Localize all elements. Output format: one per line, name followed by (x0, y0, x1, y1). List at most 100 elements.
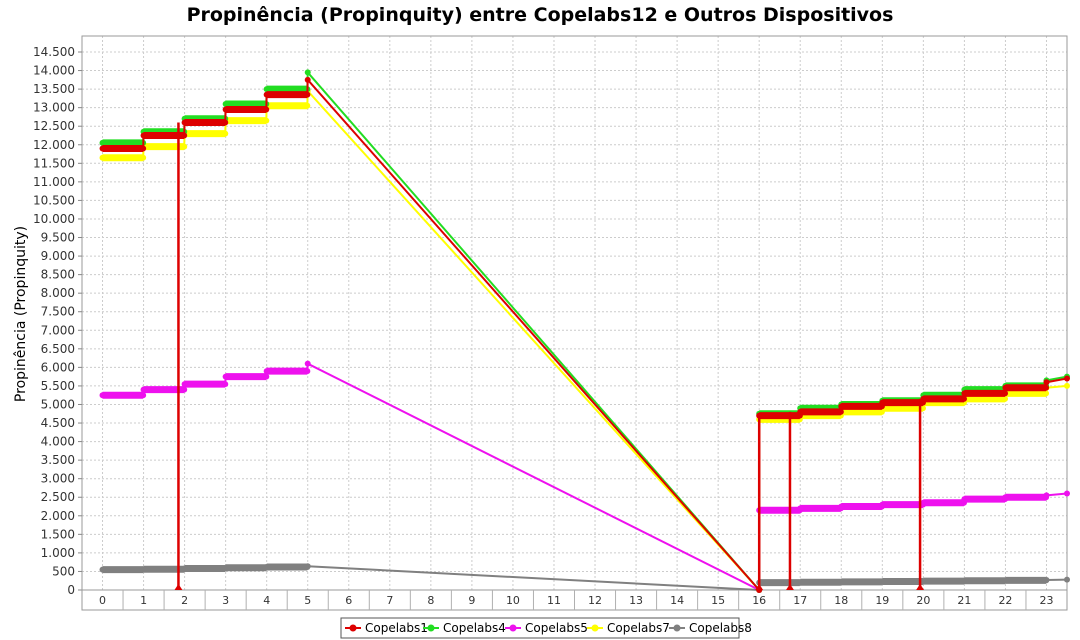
data-point (140, 392, 147, 399)
y-axis: 0 500 1.000 1.500 2.000 2.500 3.000 3.500 4.000 4… (33, 45, 82, 597)
y-tick-label: 12.000 (33, 138, 75, 152)
y-tick-label: 6.000 (41, 360, 75, 374)
data-point (304, 368, 311, 375)
data-point (1002, 390, 1009, 397)
x-tick-label: 19 (875, 594, 889, 607)
y-axis-label: Propinência (Propinquity) (13, 226, 29, 402)
legend-label: Copelabs4 (443, 621, 506, 635)
y-tick-label: 2.000 (41, 509, 75, 523)
y-tick-label: 1.000 (41, 546, 75, 560)
x-tick-label: 0 (99, 594, 106, 607)
data-point (304, 69, 311, 76)
data-point (837, 408, 844, 415)
legend-label: Copelabs1 (365, 621, 428, 635)
y-tick-label: 5.000 (41, 397, 75, 411)
data-point (263, 368, 270, 375)
data-point (961, 577, 968, 584)
series-lines (99, 69, 1070, 593)
y-tick-label: 10.000 (33, 212, 75, 226)
x-tick-label: 21 (957, 594, 971, 607)
data-point (140, 154, 147, 161)
y-tick-label: 7.500 (41, 305, 75, 319)
data-point (961, 390, 968, 397)
data-point (920, 499, 927, 506)
data-point (263, 106, 270, 113)
y-tick-label: 6.500 (41, 342, 75, 356)
data-point (181, 565, 188, 572)
data-point (140, 145, 147, 152)
y-tick-label: 0 (67, 583, 75, 597)
data-point (879, 501, 886, 508)
data-point (879, 399, 886, 406)
y-tick-label: 3.000 (41, 472, 75, 486)
legend-box (340, 617, 740, 639)
series-segment (307, 565, 760, 591)
data-point (879, 578, 886, 585)
series-segment (1046, 377, 1068, 384)
x-tick-label: 12 (588, 594, 602, 607)
x-tick-label: 15 (711, 594, 725, 607)
data-point (222, 100, 229, 107)
data-point (263, 373, 270, 380)
x-tick-label: 1 (140, 594, 147, 607)
data-point (838, 403, 845, 410)
y-tick-label: 13.000 (33, 101, 75, 115)
data-point (181, 119, 188, 126)
data-point (99, 145, 106, 152)
data-point (181, 381, 188, 388)
data-point (263, 563, 270, 570)
y-tick-label: 12.500 (33, 119, 75, 133)
x-axis: 0 1 2 3 4 5 6 7 8 9 10 11 12 13 14 15 16 17 18 19 20 21 22 23 (81, 589, 1068, 611)
chart-title: Propinência (Propinquity) entre Copelabs… (187, 4, 894, 26)
data-point (263, 86, 270, 93)
x-tick-label: 4 (263, 594, 270, 607)
data-point (1002, 494, 1009, 501)
data-point (838, 503, 845, 510)
data-point (140, 566, 147, 573)
y-tick-label: 8.000 (41, 286, 75, 300)
legend-marker (427, 624, 435, 632)
data-point (1043, 390, 1050, 397)
x-tick-label: 20 (916, 594, 930, 607)
y-tick-label: 14.000 (33, 64, 75, 78)
data-point (920, 395, 927, 402)
legend: Copelabs1 Copelabs4 Copelabs5 Copelabs7 Cope… (340, 617, 752, 639)
y-tick-label: 14.500 (33, 45, 75, 59)
y-tick-label: 2.500 (41, 490, 75, 504)
x-tick-label: 18 (834, 594, 848, 607)
data-point (961, 496, 968, 503)
series-segment (1046, 492, 1068, 497)
data-point (1064, 490, 1070, 497)
x-tick-label: 10 (506, 594, 520, 607)
data-point (222, 564, 229, 571)
y-tick-label: 11.000 (33, 175, 75, 189)
y-tick-label: 7.000 (41, 323, 75, 337)
y-tick-label: 11.500 (33, 156, 75, 170)
data-point (304, 91, 311, 98)
y-tick-label: 9.500 (41, 231, 75, 245)
data-point (1002, 395, 1009, 402)
data-point (181, 386, 188, 393)
data-point (1064, 576, 1070, 583)
y-tick-label: 10.500 (33, 193, 75, 207)
x-tick-label: 17 (793, 594, 807, 607)
x-tick-label: 5 (304, 594, 311, 607)
y-tick-label: 4.500 (41, 416, 75, 430)
legend-label: Copelabs8 (689, 621, 752, 635)
x-tick-label: 9 (468, 594, 475, 607)
grid (82, 36, 1067, 591)
data-point (140, 386, 147, 393)
data-point (920, 578, 927, 585)
data-point (1002, 577, 1009, 584)
y-tick-label: 3.500 (41, 453, 75, 467)
drop-marker (785, 584, 794, 590)
data-point (1043, 492, 1050, 499)
x-tick-label: 7 (386, 594, 393, 607)
data-point (304, 102, 311, 109)
data-point (797, 505, 804, 512)
data-point (99, 566, 106, 573)
series-segment (1046, 375, 1068, 382)
legend-label: Copelabs5 (525, 621, 588, 635)
drop-marker (755, 584, 764, 590)
y-tick-label: 1.500 (41, 527, 75, 541)
